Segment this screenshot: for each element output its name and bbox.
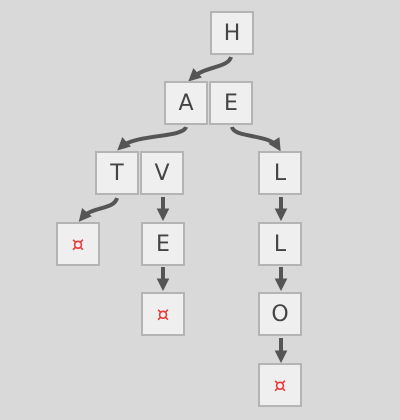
node-v: V [140,151,184,195]
end-marker-after-o: ¤ [258,363,302,407]
edge-t-to-end [78,197,119,222]
node-t: T [95,151,139,195]
node-a: A [164,81,208,125]
node-l-second: L [258,222,302,266]
edge-a-to-t [117,125,188,151]
node-h: H [210,11,254,55]
node-e-after-v: E [141,222,185,266]
node-o: O [258,292,302,336]
node-e: E [209,81,253,125]
edge-h-to-a [188,56,233,82]
node-l-first: L [258,151,302,195]
edge-e-to-l [230,125,281,152]
end-marker-after-t: ¤ [56,222,100,266]
end-marker-after-e: ¤ [141,292,185,336]
